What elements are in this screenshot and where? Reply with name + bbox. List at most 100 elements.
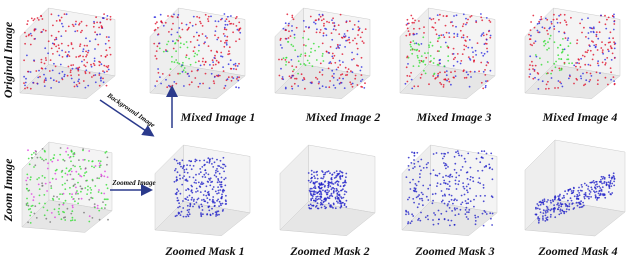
point	[576, 197, 578, 200]
point	[155, 57, 158, 60]
point	[109, 18, 112, 21]
point	[613, 23, 616, 25]
point	[89, 192, 92, 194]
point	[78, 78, 80, 81]
point	[427, 199, 430, 201]
point	[330, 188, 333, 191]
point	[318, 81, 320, 83]
point	[175, 59, 178, 61]
point	[565, 210, 568, 213]
point	[60, 16, 63, 19]
point	[418, 27, 421, 30]
point	[178, 35, 181, 38]
caption: Zoomed Mask 2	[289, 244, 369, 258]
point	[610, 177, 613, 180]
point	[467, 218, 469, 220]
point	[563, 48, 566, 51]
point	[49, 221, 52, 223]
point	[225, 194, 227, 197]
point	[322, 60, 325, 62]
point	[235, 16, 238, 18]
point	[98, 177, 100, 180]
point	[27, 20, 29, 22]
point	[440, 34, 443, 37]
point	[104, 170, 106, 173]
point	[543, 200, 546, 203]
point	[27, 149, 29, 152]
pane	[399, 64, 496, 99]
point	[552, 200, 555, 203]
point	[232, 63, 235, 66]
point	[436, 40, 439, 43]
point	[27, 208, 30, 211]
point	[408, 75, 411, 77]
point	[105, 198, 107, 201]
point	[415, 190, 418, 193]
point	[567, 45, 570, 48]
point	[309, 181, 312, 184]
point	[457, 152, 460, 155]
point	[465, 185, 468, 188]
point	[43, 79, 46, 82]
point	[447, 46, 450, 49]
point	[489, 21, 492, 23]
point	[546, 48, 548, 51]
point	[177, 206, 180, 209]
point	[454, 198, 456, 201]
point	[332, 57, 334, 60]
point	[589, 64, 592, 67]
point	[577, 195, 579, 198]
point	[337, 190, 340, 193]
point	[193, 203, 196, 206]
point	[418, 61, 421, 64]
point	[345, 199, 348, 202]
point	[594, 186, 596, 189]
point	[176, 199, 179, 202]
point	[218, 205, 221, 208]
point	[348, 41, 351, 44]
point	[456, 53, 459, 55]
point	[42, 206, 45, 209]
point	[438, 59, 441, 62]
point	[576, 69, 579, 71]
point	[411, 151, 413, 154]
point	[547, 208, 550, 211]
point	[466, 189, 468, 192]
point	[558, 204, 560, 207]
point	[479, 195, 482, 197]
point	[180, 65, 183, 68]
point	[575, 65, 577, 68]
point	[40, 61, 43, 64]
point	[491, 224, 493, 226]
point	[413, 187, 416, 190]
point	[33, 212, 36, 215]
point	[548, 37, 551, 40]
point	[78, 22, 81, 25]
point	[58, 81, 60, 83]
point	[186, 209, 189, 212]
point	[576, 193, 579, 196]
point	[558, 14, 560, 17]
point	[26, 54, 28, 57]
point	[99, 33, 101, 36]
point	[222, 33, 225, 35]
point	[63, 159, 66, 162]
point	[194, 158, 197, 161]
point	[444, 164, 446, 167]
point	[474, 49, 477, 52]
point	[61, 184, 64, 186]
point	[228, 20, 231, 23]
point	[200, 203, 203, 206]
point	[338, 200, 341, 202]
point	[90, 189, 93, 191]
caption: Mixed Image 3	[416, 110, 492, 124]
point	[41, 185, 44, 187]
point	[72, 153, 75, 155]
point	[195, 191, 197, 193]
point	[98, 64, 101, 67]
point	[210, 15, 212, 18]
point	[99, 61, 101, 64]
point	[225, 39, 227, 42]
point	[327, 191, 329, 194]
point	[477, 152, 480, 154]
